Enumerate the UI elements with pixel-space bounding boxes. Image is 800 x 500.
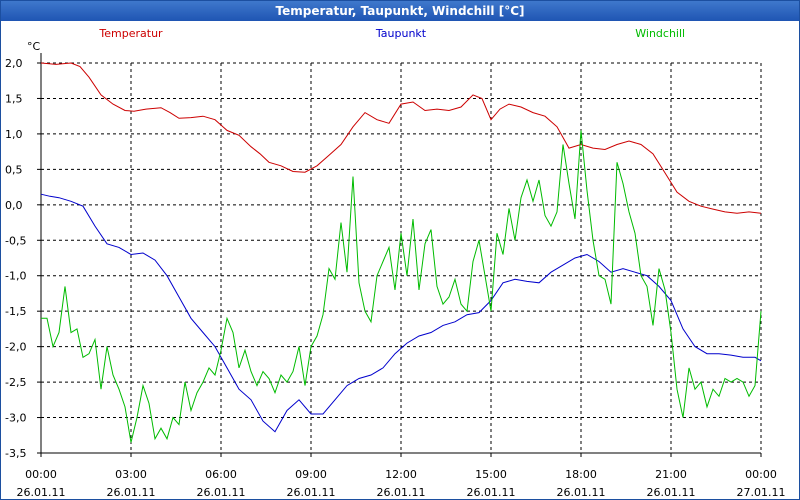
grid-layer <box>40 62 762 454</box>
y-tick-label: -3,5 <box>5 447 26 460</box>
x-tick-time: 03:00 <box>115 468 147 481</box>
legend-entry-windchill: Windchill <box>635 27 685 40</box>
y-tick-label: 0,0 <box>5 199 23 212</box>
x-tick-date: 26.01.11 <box>287 486 336 499</box>
series-line-temperatur <box>40 62 762 214</box>
y-tick-label: -1,0 <box>5 270 26 283</box>
x-tick-date: 26.01.11 <box>377 486 426 499</box>
x-tick-time: 00:00 <box>25 468 57 481</box>
x-tick-date: 26.01.11 <box>107 486 156 499</box>
x-tick-date: 26.01.11 <box>197 486 246 499</box>
legend-entry-taupunkt: Taupunkt <box>375 27 427 40</box>
chart-title: Temperatur, Taupunkt, Windchill [°C] <box>1 1 799 21</box>
x-tick-time: 12:00 <box>385 468 417 481</box>
y-tick-label: -2,5 <box>5 376 26 389</box>
x-tick-time: 18:00 <box>565 468 597 481</box>
y-tick-label: -0,5 <box>5 234 26 247</box>
x-tick-date: 26.01.11 <box>17 486 66 499</box>
y-tick-label: -1,5 <box>5 305 26 318</box>
y-tick-label: -2,0 <box>5 341 26 354</box>
x-tick-time: 00:00 <box>745 468 777 481</box>
y-axis-unit-label: °C <box>27 40 41 53</box>
axes-layer <box>37 53 762 457</box>
labels-layer: 2,0 1,5 1,0 0,5 0,0 -0,5 -1,0 -1,5 -2,0 -2,5 -3,0 -… <box>5 27 785 499</box>
y-tick-label: 2,0 <box>5 57 23 70</box>
series-layer <box>40 62 762 443</box>
x-tick-date: 26.01.11 <box>467 486 516 499</box>
x-tick-time: 15:00 <box>475 468 507 481</box>
y-tick-label: 1,0 <box>5 128 23 141</box>
x-tick-time: 09:00 <box>295 468 327 481</box>
y-tick-label: 1,5 <box>5 92 23 105</box>
y-tick-label: 0,5 <box>5 163 23 176</box>
legend-entry-temperatur: Temperatur <box>98 27 163 40</box>
series-line-taupunkt <box>40 193 762 433</box>
x-tick-date: 27.01.11 <box>737 486 786 499</box>
series-line-windchill <box>41 130 762 443</box>
x-tick-date: 26.01.11 <box>557 486 606 499</box>
x-tick-time: 06:00 <box>205 468 237 481</box>
y-tick-label: -3,0 <box>5 412 26 425</box>
x-tick-date: 26.01.11 <box>647 486 696 499</box>
line-chart: 2,0 1,5 1,0 0,5 0,0 -0,5 -1,0 -1,5 -2,0 -2,5 -3,0 -… <box>5 27 785 499</box>
x-tick-time: 21:00 <box>655 468 687 481</box>
